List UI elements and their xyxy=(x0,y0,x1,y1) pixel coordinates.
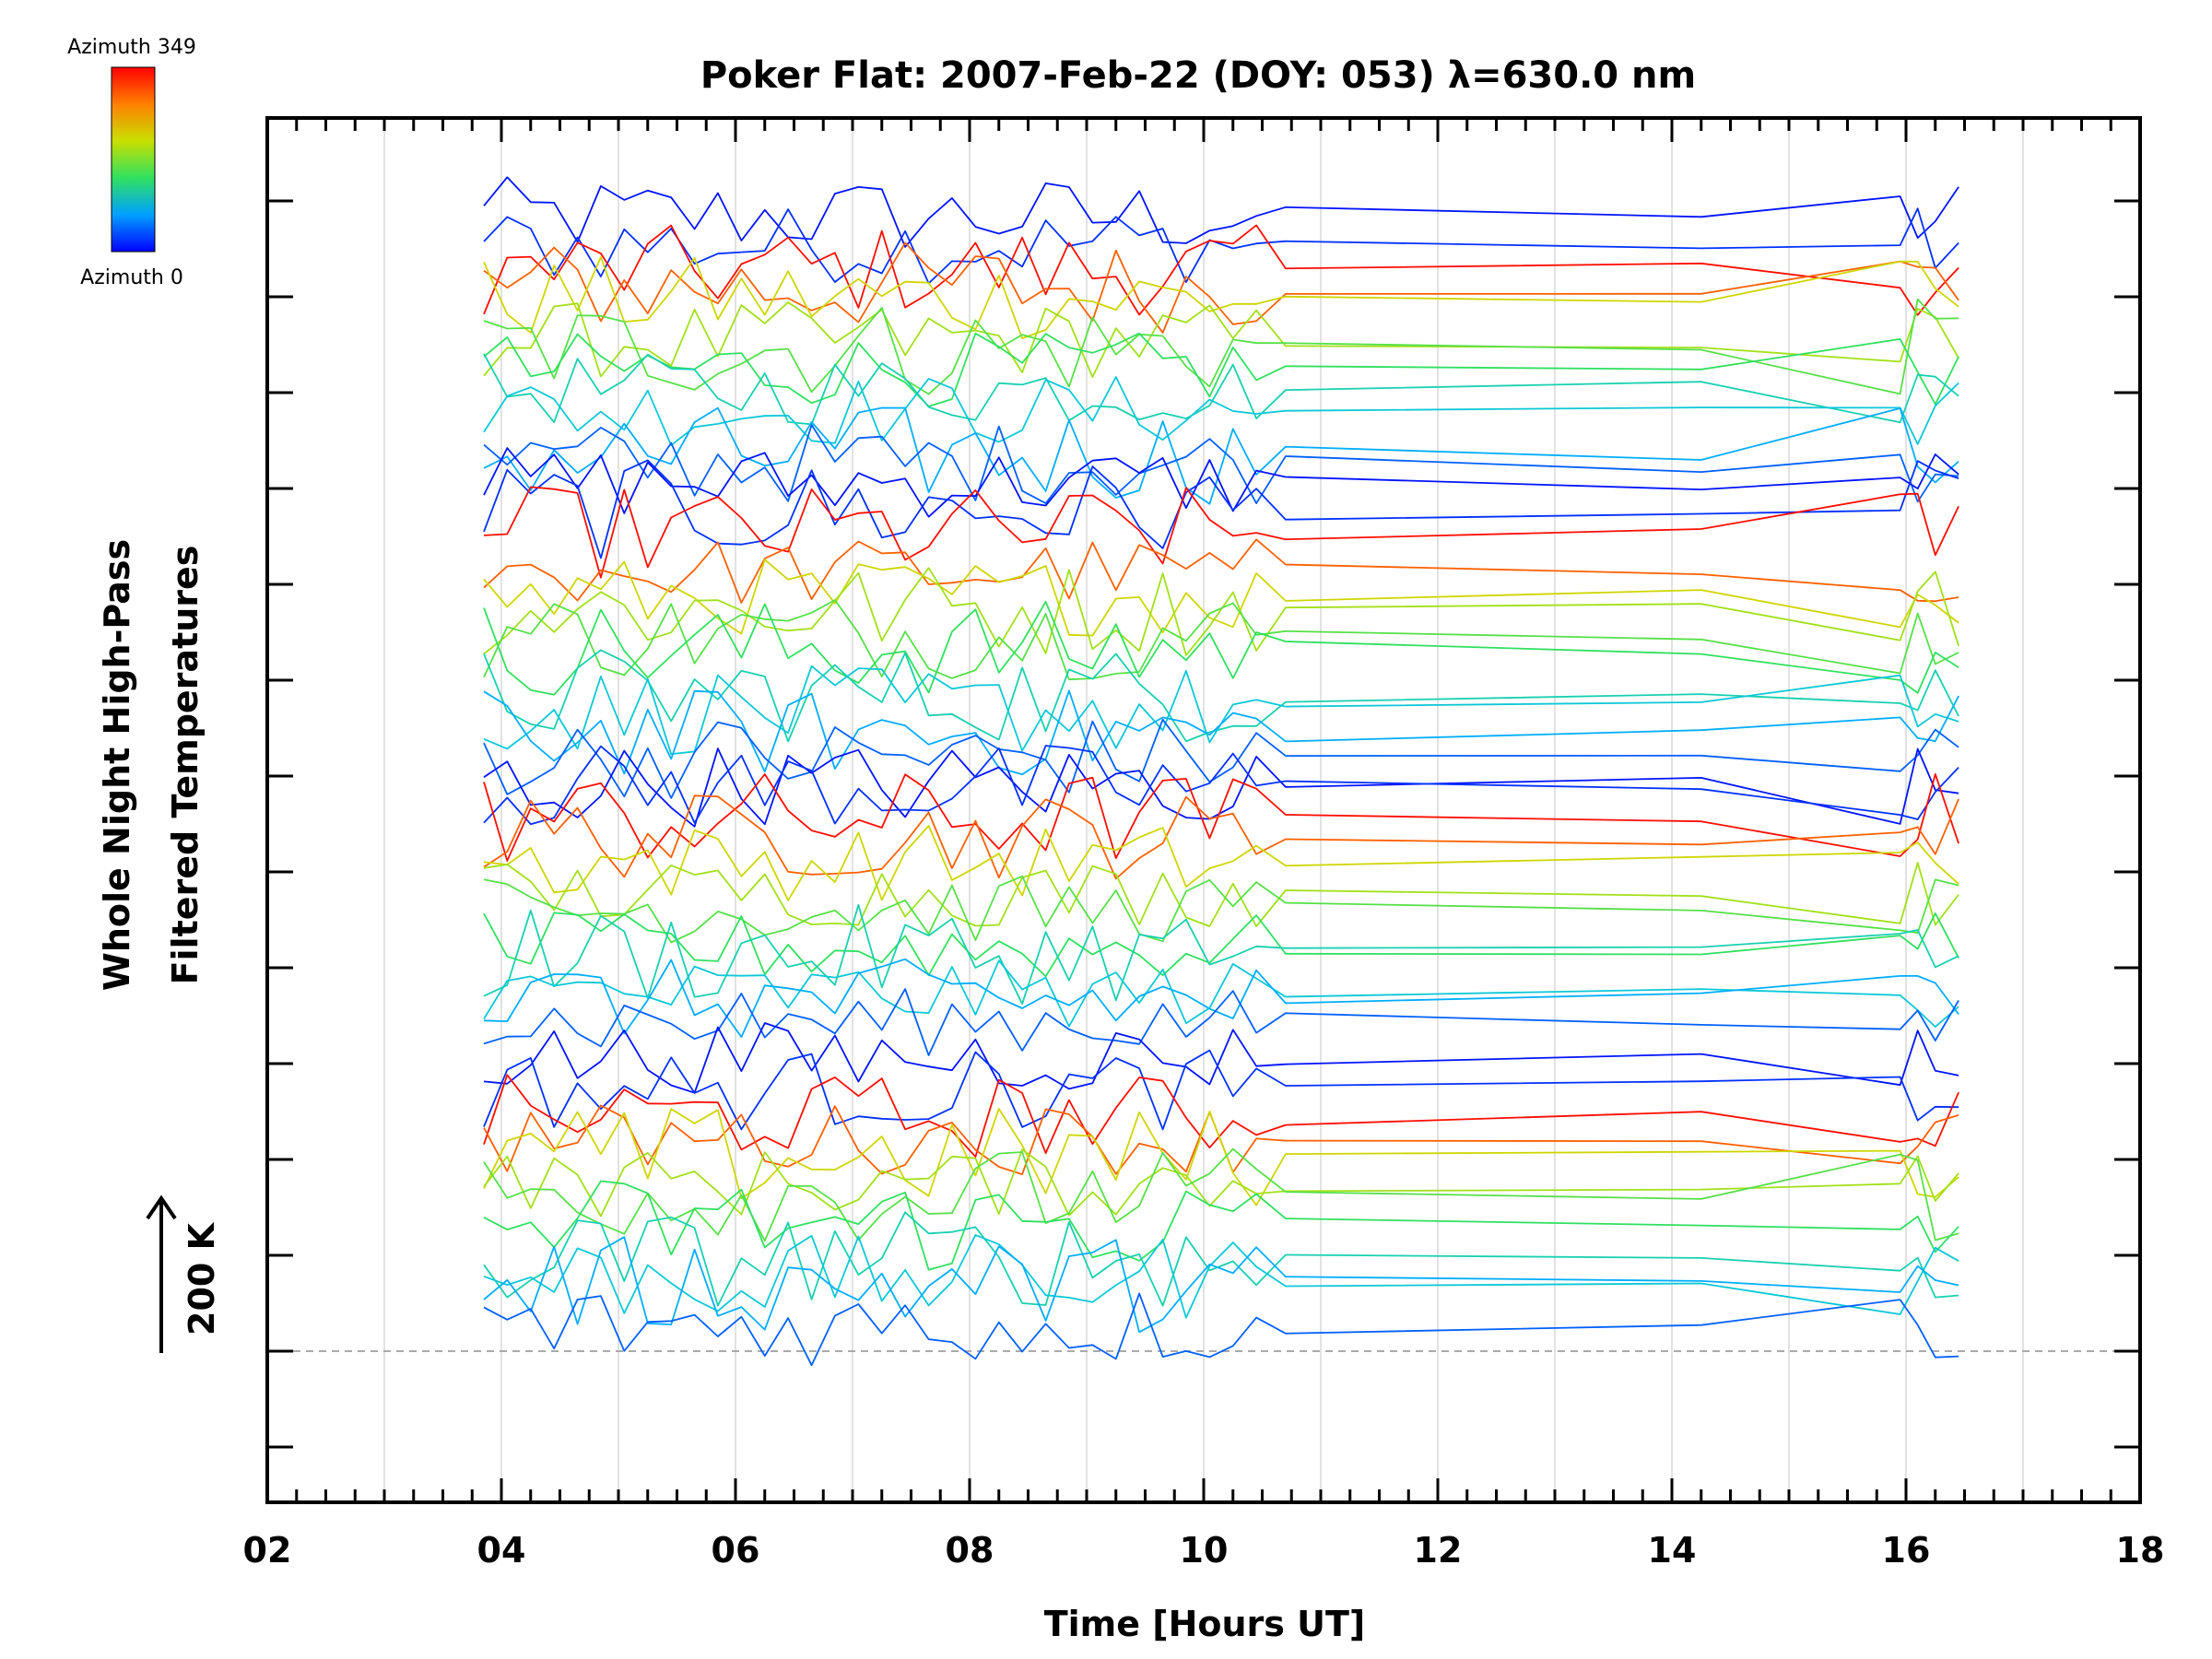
series-line xyxy=(483,301,1959,379)
x-tick-label: 18 xyxy=(2116,1530,2165,1571)
series-line xyxy=(483,665,1959,756)
series-line xyxy=(483,875,1959,944)
series-line xyxy=(483,1104,1959,1175)
series-line xyxy=(483,538,1959,604)
series-line xyxy=(483,241,1959,334)
x-tick-labels: 02 04 06 08 10 12 14 16 18 xyxy=(243,1530,2165,1571)
series-line xyxy=(483,747,1959,828)
series-line xyxy=(483,689,1959,776)
y-axis-label-line2: Filtered Temperatures xyxy=(165,546,206,985)
y-axis-label-line1: Whole Night High-Pass xyxy=(97,539,137,991)
series-line xyxy=(483,862,1959,927)
series-line xyxy=(483,567,1959,656)
chart-title: Poker Flat: 2007-Feb-22 (DOY: 053) λ=630… xyxy=(700,54,1696,97)
x-tick-label: 06 xyxy=(712,1530,760,1571)
x-tick-label: 16 xyxy=(1882,1530,1931,1571)
scale-bar xyxy=(146,1194,177,1353)
series-line xyxy=(483,376,1959,447)
colorbar-min-label: Azimuth 0 xyxy=(80,266,183,289)
series-line xyxy=(483,332,1959,407)
series-line xyxy=(483,256,1959,340)
series-line xyxy=(483,1108,1959,1206)
series-line xyxy=(483,958,1959,1038)
series-group xyxy=(483,176,1959,1367)
x-tick-label: 14 xyxy=(1648,1530,1697,1571)
series-line xyxy=(483,1236,1959,1334)
x-axis-label: Time [Hours UT] xyxy=(1044,1604,1366,1644)
axis-ticks xyxy=(265,118,2142,1502)
x-tick-label: 04 xyxy=(477,1530,526,1571)
x-tick-label: 10 xyxy=(1180,1530,1229,1571)
series-line xyxy=(483,1148,1959,1218)
series-line xyxy=(483,459,1959,559)
series-line xyxy=(483,1234,1959,1319)
series-line xyxy=(483,298,1959,395)
series-line xyxy=(483,1292,1959,1367)
series-line xyxy=(483,207,1959,285)
series-line xyxy=(483,559,1959,637)
x-tick-label: 12 xyxy=(1414,1530,1463,1571)
colorbar xyxy=(111,66,156,253)
scale-bar-label: 200 K xyxy=(182,1221,222,1335)
series-line xyxy=(483,486,1959,579)
series-line xyxy=(483,1049,1959,1131)
series-line xyxy=(483,649,1959,743)
series-line xyxy=(483,959,1959,1028)
series-line xyxy=(483,825,1959,901)
series-line xyxy=(483,1022,1959,1094)
series-line xyxy=(483,406,1959,505)
series-line xyxy=(483,1180,1959,1271)
series-line xyxy=(483,353,1959,426)
series-line xyxy=(483,224,1959,316)
series-line xyxy=(483,1147,1959,1242)
series-line xyxy=(483,447,1959,518)
series-line xyxy=(483,988,1959,1056)
series-line xyxy=(483,773,1959,862)
series-line xyxy=(483,745,1959,826)
series-line xyxy=(483,718,1959,799)
series-line xyxy=(483,424,1959,504)
x-tick-label: 08 xyxy=(946,1530,994,1571)
colorbar-max-label: Azimuth 349 xyxy=(67,36,196,59)
x-tick-label: 02 xyxy=(243,1530,292,1571)
series-line xyxy=(483,599,1959,681)
series-line xyxy=(483,176,1959,248)
series-line xyxy=(483,912,1959,978)
series-line xyxy=(483,600,1959,696)
series-line xyxy=(483,1211,1959,1307)
series-line xyxy=(483,904,1959,1006)
